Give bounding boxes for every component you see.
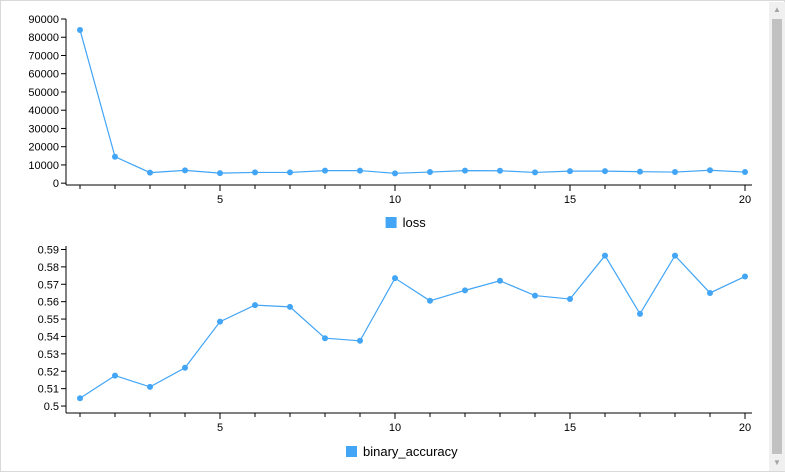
data-point [182,167,188,174]
y-tick-label: 0.51 [38,384,59,396]
y-tick-label: 50000 [28,87,59,99]
scroll-up-arrow-icon[interactable]: ▲ [773,5,781,14]
data-point [322,335,328,342]
chart-2: 0.5 0.51 0.52 0.53 0.54 0.55 0.56 0.57 0.58 0.59 5… [38,244,752,459]
data-point [392,275,398,282]
data-point [567,296,573,303]
y-tick-label: 0.56 [38,297,59,309]
data-point [567,168,573,175]
legend-label: binary_accuracy [363,444,458,459]
chart-1: 0 10000 20000 30000 40000 50000 60000 70000 8000… [28,14,752,230]
data-point [112,153,118,160]
y-tick-label: 0.55 [38,314,59,326]
y-tick-label: 90000 [28,14,59,26]
data-point [672,169,678,176]
x-tick-label: 20 [739,194,751,206]
y-tick-label: 0.53 [38,349,59,361]
data-point [742,273,748,280]
data-point [217,170,223,177]
data-point [742,169,748,176]
y-tick-label: 0.5 [44,401,59,413]
data-point [602,252,608,259]
data-point [602,168,608,175]
x-tick-label: 10 [389,194,401,206]
data-point [497,277,503,284]
scroll-thumb[interactable] [772,19,782,454]
data-point [322,167,328,174]
y-tick-label: 0.58 [38,262,59,274]
y-tick-label: 0.54 [38,331,59,343]
x-tick-label: 15 [564,422,576,434]
y-tick-label: 80000 [28,32,59,44]
y-tick-label: 0.52 [38,366,59,378]
x-tick-label: 5 [217,194,223,206]
data-point [182,364,188,371]
data-point [77,395,83,402]
data-point [637,310,643,317]
data-point [427,169,433,176]
data-point [497,167,503,174]
data-point [707,289,713,296]
data-point [357,337,363,344]
scroll-down-arrow-icon[interactable]: ▼ [773,458,781,467]
data-point [462,287,468,294]
data-point [147,169,153,176]
data-point [217,318,223,325]
y-tick-label: 10000 [28,160,59,172]
data-point [112,372,118,379]
y-tick-label: 0.57 [38,279,59,291]
data-point [147,383,153,390]
y-tick-label: 70000 [28,50,59,62]
data-point [532,169,538,176]
data-point [287,303,293,310]
legend-swatch [385,217,397,228]
data-point [252,302,258,309]
x-tick-label: 10 [389,422,401,434]
y-tick-label: 0.59 [38,244,59,256]
y-tick-label: 60000 [28,69,59,81]
x-tick-label: 15 [564,194,576,206]
data-point [427,297,433,304]
data-point [357,167,363,174]
data-point [392,170,398,177]
series-line-loss [79,29,746,174]
x-tick-label: 5 [217,422,223,434]
y-tick-label: 30000 [28,123,59,135]
y-tick-label: 20000 [28,142,59,154]
legend-swatch [346,446,357,457]
data-point [287,169,293,176]
data-point [532,292,538,299]
legend-label: loss [403,215,427,230]
data-point [462,167,468,174]
vertical-scrollbar[interactable]: ▲ ▼ [769,2,785,471]
series-line-binary_accuracy [79,254,746,399]
y-tick-label: 40000 [28,105,59,117]
charts-canvas: 0 10000 20000 30000 40000 50000 60000 70000 8000… [28,14,752,459]
data-point [707,167,713,174]
x-tick-label: 20 [739,422,751,434]
data-point [252,169,258,176]
data-point [672,252,678,259]
data-point [77,26,83,33]
data-point [637,168,643,175]
y-tick-label: 0 [53,178,59,190]
